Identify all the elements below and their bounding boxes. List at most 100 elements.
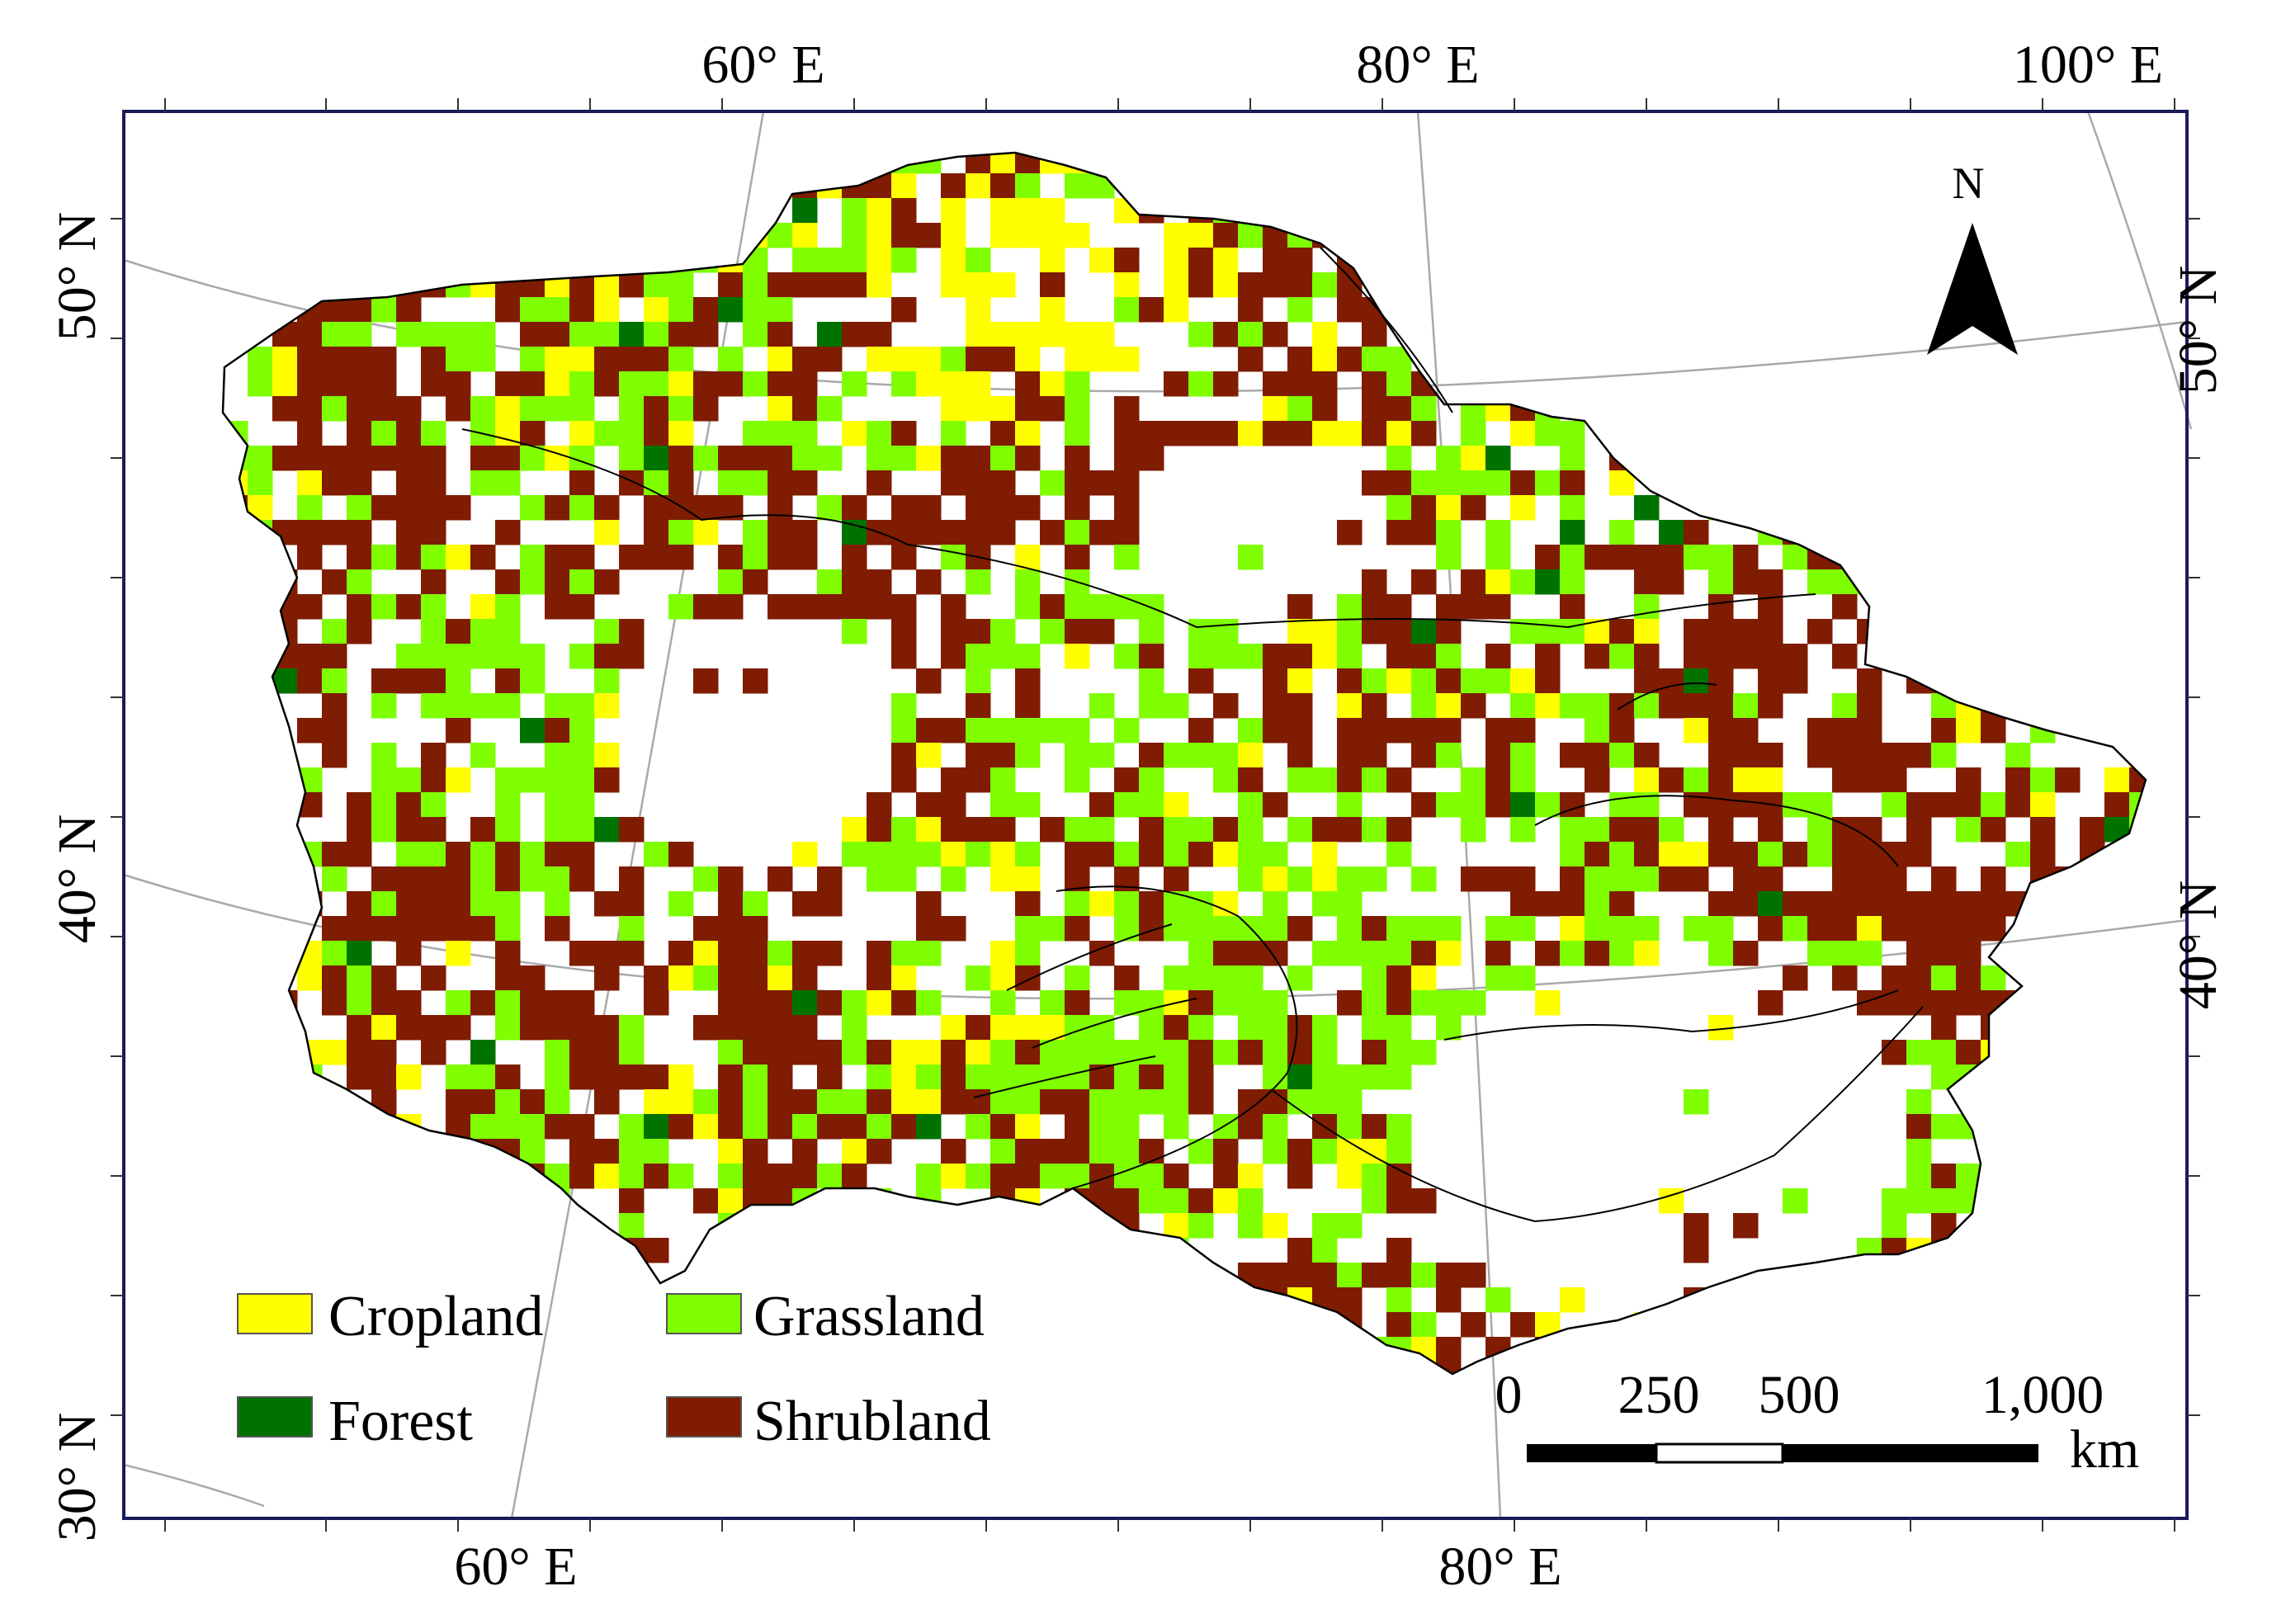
scale-segment-3 [1783,1444,2038,1462]
land-cover-cell-crop [966,371,991,397]
land-cover-cell-forest [718,297,744,323]
land-cover-cell-shrub [1287,421,1313,446]
land-cover-cell-grass [1807,446,1833,471]
land-cover-cell-grass [1263,891,1288,917]
land-cover-cell-crop [470,594,496,620]
land-cover-cell-shrub [421,866,446,892]
land-cover-cell-crop [347,1362,372,1374]
land-cover-cell-shrub [396,990,422,1016]
land-cover-cell-grass [842,223,867,248]
land-cover-cell-shrub [792,520,818,545]
land-cover-cell-shrub [1981,866,2006,892]
land-cover-cell-grass [1362,1337,1387,1362]
land-cover-cell-shrub [1461,594,1486,620]
land-cover-cell-shrub [2104,1337,2130,1362]
land-cover-cell-grass [1436,644,1462,669]
land-cover-cell-grass [1312,272,1338,298]
land-cover-cell-crop [272,1040,298,1065]
scale-tick-250: 250 [1618,1365,1700,1425]
land-cover-cell-shrub [421,767,446,793]
land-cover-cell-shrub [594,248,620,273]
land-cover-cell-grass [1857,569,1882,595]
land-cover-cell-crop [1337,421,1363,446]
land-cover-cell-shrub [495,297,521,323]
land-cover-cell-grass [248,792,273,818]
land-cover-cell-crop [2080,1287,2105,1313]
land-cover-cell-grass [594,173,620,199]
land-cover-cell-shrub [1931,371,1957,397]
land-cover-cell-shrub [1733,718,1759,744]
land-cover-cell-grass [1362,965,1387,991]
land-cover-cell-shrub [1906,520,1932,545]
land-cover-cell-shrub [396,866,422,892]
land-cover-cell-grass [347,248,372,273]
legend-swatch-grassland [666,1293,742,1334]
land-cover-cell-grass [371,223,397,248]
land-cover-cell-shrub [1510,198,1536,224]
land-cover-cell-shrub [1065,916,1090,942]
land-cover-cell-grass [1213,965,1239,991]
land-cover-cell-grass [1164,693,1189,719]
land-cover-cell-crop [1164,223,1189,248]
land-cover-cell-grass [520,297,546,323]
land-cover-cell-shrub [2030,347,2056,372]
land-cover-cell-grass [1807,495,1833,521]
land-cover-cell-grass [594,1312,620,1338]
land-cover-cell-shrub [693,297,719,323]
land-cover-cell-shrub [396,1213,422,1239]
land-cover-cell-grass [1461,817,1486,843]
land-cover-cell-crop [1832,1287,1858,1313]
land-cover-cell-grass [1733,1312,1759,1338]
land-cover-cell-shrub [1560,792,1585,818]
land-cover-cell-grass [1659,817,1684,843]
land-cover-cell-shrub [421,470,446,496]
land-cover-cell-grass [990,792,1016,818]
land-cover-cell-shrub [1733,1213,1759,1239]
land-cover-cell-crop [990,396,1016,422]
land-cover-cell-grass [1040,1213,1065,1239]
land-cover-cell-grass [916,842,942,867]
land-cover-cell-shrub [1287,718,1313,744]
land-cover-cell-shrub [1758,297,1783,323]
land-cover-cell-grass [1510,817,1536,843]
land-cover-cell-grass [1312,1238,1338,1263]
land-cover-cell-crop [2055,248,2081,273]
land-cover-cell-grass [322,866,347,892]
land-cover-cell-grass [1906,248,1932,273]
land-cover-cell-shrub [1287,1312,1313,1338]
land-cover-cell-shrub [248,594,273,620]
land-cover-cell-grass [1040,470,1065,496]
land-cover-cell-shrub [792,173,818,199]
land-cover-cell-shrub [1263,644,1288,669]
land-cover-cell-grass [1585,817,1610,843]
land-cover-cell-forest [644,1114,669,1140]
land-cover-cell-grass [1287,767,1313,793]
land-cover-cell-crop [2005,1238,2031,1263]
land-cover-cell-grass [1362,1065,1387,1090]
land-cover-cell-shrub [1783,347,1808,372]
land-cover-cell-crop [1609,470,1635,496]
land-cover-cell-forest [594,817,620,843]
land-cover-cell-shrub [668,322,694,347]
land-cover-cell-grass [1015,173,1041,199]
land-cover-cell-grass [1312,1362,1338,1374]
land-cover-cell-shrub [916,916,942,942]
legend-label-grassland: Grassland [753,1285,985,1348]
land-cover-cell-shrub [916,1263,942,1288]
land-cover-cell-shrub [594,891,620,917]
land-cover-cell-crop [990,322,1016,347]
land-cover-cell-crop [1857,916,1882,942]
land-cover-cell-shrub [1485,594,1511,620]
land-cover-cell-crop [569,1312,595,1338]
land-cover-cell-crop [1882,223,1907,248]
land-cover-cell-shrub [1065,1114,1090,1140]
land-cover-cell-shrub [1832,842,1858,867]
land-cover-cell-grass [1634,866,1660,892]
land-cover-cell-grass [2104,644,2130,669]
land-cover-cell-grass [1337,891,1363,917]
land-cover-cell-forest [1659,520,1684,545]
land-cover-cell-grass [371,743,397,768]
land-cover-cell-shrub [1238,347,1263,372]
land-cover-cell-shrub [2080,941,2105,966]
land-cover-cell-shrub [347,1114,372,1140]
